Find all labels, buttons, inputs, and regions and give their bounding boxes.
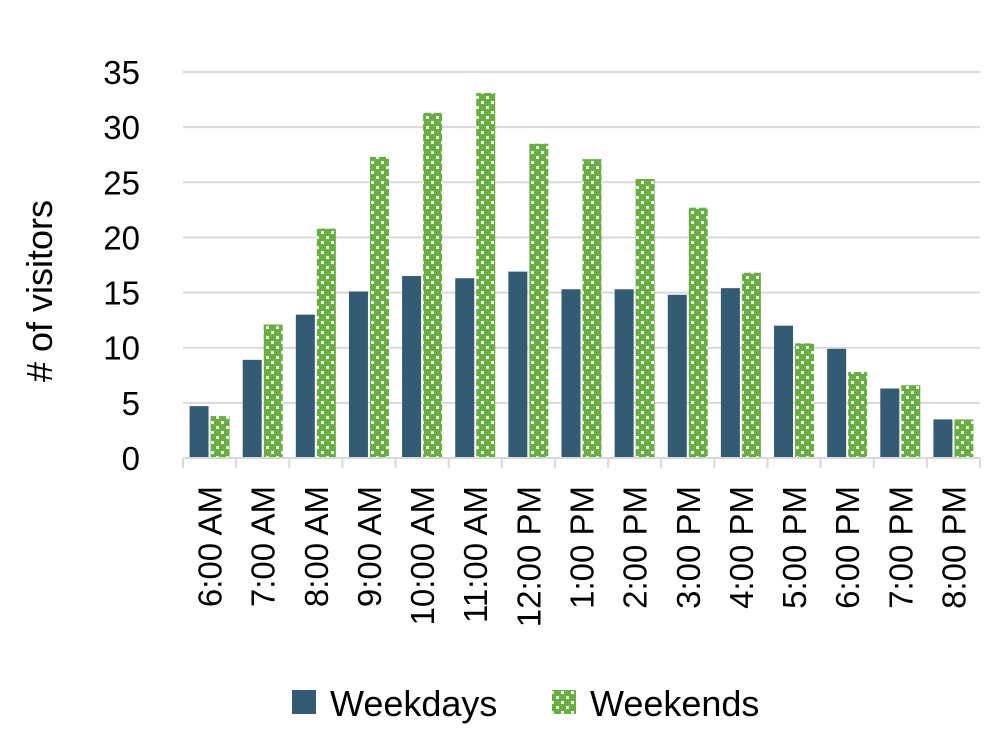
x-tick-label: 10:00 AM bbox=[404, 486, 441, 625]
bar-weekdays bbox=[455, 278, 475, 458]
legend-swatch-weekdays bbox=[292, 690, 316, 714]
bar-weekends bbox=[369, 156, 389, 459]
bar-weekends bbox=[529, 143, 549, 458]
y-tick-label: 25 bbox=[103, 164, 140, 201]
y-tick-label: 10 bbox=[103, 330, 140, 367]
bar-weekdays bbox=[348, 291, 368, 458]
bar-weekends bbox=[795, 343, 815, 458]
bar-weekdays bbox=[508, 271, 528, 458]
bar-weekends bbox=[635, 178, 655, 458]
x-tick-label: 6:00 PM bbox=[829, 486, 866, 609]
x-tick-label: 9:00 AM bbox=[351, 486, 388, 607]
y-tick-label: 30 bbox=[103, 109, 140, 146]
x-tick-label: 3:00 PM bbox=[670, 486, 707, 609]
y-tick-label: 35 bbox=[103, 54, 140, 91]
x-tick-label: 8:00 AM bbox=[298, 486, 335, 607]
x-tick-label: 12:00 PM bbox=[510, 486, 547, 627]
x-axis bbox=[182, 457, 981, 468]
bar-weekdays bbox=[774, 325, 794, 458]
bar-weekdays bbox=[189, 406, 209, 458]
legend: Weekdays Weekends bbox=[292, 683, 759, 724]
y-tick-label: 20 bbox=[103, 219, 140, 256]
gridlines bbox=[183, 71, 980, 404]
y-tick-label: 15 bbox=[103, 275, 140, 312]
y-tick-label: 5 bbox=[122, 385, 140, 422]
bar-weekends bbox=[423, 112, 443, 458]
legend-label-weekdays: Weekdays bbox=[330, 683, 497, 724]
x-axis-tick-labels: 6:00 AM 7:00 AM 8:00 AM 9:00 AM 10:00 AM 11:0… bbox=[192, 486, 973, 627]
x-tick-label: 1:00 PM bbox=[564, 486, 601, 609]
bar-weekends bbox=[210, 416, 230, 458]
bar-weekdays bbox=[402, 276, 422, 458]
bars bbox=[189, 92, 974, 459]
bar-weekdays bbox=[667, 294, 687, 458]
bar-weekends bbox=[316, 228, 336, 458]
x-tick-label: 7:00 PM bbox=[882, 486, 919, 609]
bar-weekdays bbox=[827, 348, 847, 458]
bar-weekdays bbox=[242, 359, 262, 458]
bar-weekdays bbox=[614, 289, 634, 458]
bar-weekends bbox=[476, 92, 496, 458]
x-tick-label: 6:00 AM bbox=[192, 486, 229, 607]
bar-weekdays bbox=[561, 289, 581, 458]
x-tick-label: 11:00 AM bbox=[457, 486, 494, 623]
bar-weekends bbox=[901, 385, 921, 458]
bar-weekdays bbox=[933, 419, 953, 458]
bar-weekends bbox=[848, 371, 868, 458]
bar-weekdays bbox=[880, 388, 900, 458]
bar-weekends bbox=[582, 159, 602, 458]
x-tick-label: 2:00 PM bbox=[617, 486, 654, 609]
y-axis-title: # of visitors bbox=[19, 200, 60, 382]
bar-weekdays bbox=[295, 314, 315, 458]
bar-weekends bbox=[688, 207, 708, 458]
x-tick-label: 7:00 AM bbox=[245, 486, 282, 607]
y-axis-tick-labels: 0 5 10 15 20 25 30 35 bbox=[103, 54, 140, 477]
x-tick-label: 8:00 PM bbox=[935, 486, 972, 609]
x-tick-label: 4:00 PM bbox=[723, 486, 760, 609]
legend-label-weekends: Weekends bbox=[590, 683, 759, 724]
legend-swatch-weekends bbox=[552, 690, 576, 714]
bar-weekdays bbox=[720, 288, 740, 458]
bar-weekends bbox=[741, 272, 761, 458]
x-tick-label: 5:00 PM bbox=[776, 486, 813, 609]
y-tick-label: 0 bbox=[122, 440, 140, 477]
bar-weekends bbox=[954, 419, 974, 458]
bar-weekends bbox=[263, 324, 283, 458]
